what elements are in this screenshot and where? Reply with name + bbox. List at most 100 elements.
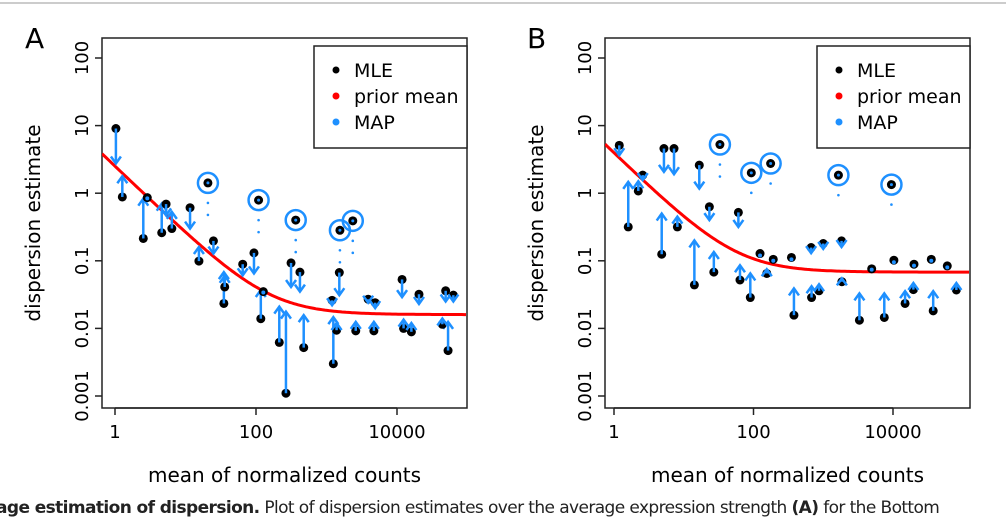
prior-mean-curve — [102, 152, 466, 317]
arrow-head — [835, 276, 848, 287]
arrow-head — [412, 296, 425, 307]
legend-label: prior mean — [857, 86, 962, 108]
y-tick-label: 0.1 — [575, 246, 596, 275]
y-tick-label: 0.01 — [575, 308, 596, 348]
shrinkage-dot — [351, 239, 355, 243]
arrow-head — [899, 289, 912, 299]
arrow-head — [330, 320, 343, 331]
arrow-head — [878, 291, 891, 302]
shrinkage-dot — [206, 213, 210, 217]
y-axis-label: dispersion estimate — [524, 124, 548, 321]
shrinkage-dot — [338, 248, 342, 252]
shrinkage-dot — [750, 191, 753, 195]
shrinkage-dot — [294, 238, 298, 242]
outlier-ring — [740, 161, 763, 185]
map-point — [769, 162, 773, 166]
arrow-head — [817, 241, 830, 252]
arrow-head — [733, 263, 746, 273]
map-point — [206, 181, 210, 185]
shrinkage-dot — [206, 201, 210, 205]
arrow-head — [192, 244, 205, 255]
shrinkage-dot — [718, 175, 722, 178]
arrow-head — [693, 180, 706, 191]
mle-point — [889, 255, 899, 265]
caption-text-2: for the Bottom — [818, 498, 940, 518]
y-tick-label: 0.001 — [72, 370, 93, 422]
map-point — [911, 263, 916, 268]
arrow-head — [247, 265, 260, 276]
map-point — [889, 183, 893, 187]
arrow-head — [285, 279, 298, 290]
y-tick-label: 0.1 — [72, 246, 93, 275]
map-point — [836, 173, 840, 177]
y-tick-label: 1 — [575, 187, 596, 198]
outlier-ring — [284, 208, 307, 232]
plot-area — [102, 123, 466, 398]
arrow-head — [805, 245, 818, 256]
arrow-head — [116, 174, 129, 184]
shrinkage-dot — [890, 203, 893, 206]
caption-bold-2: (A) — [791, 498, 820, 518]
arrow-head — [927, 289, 940, 299]
map-point — [929, 258, 934, 263]
map-point — [338, 228, 342, 232]
map-point — [945, 265, 950, 270]
panel-label: B — [527, 22, 546, 55]
arrow-head — [787, 286, 800, 297]
arrow-head — [333, 287, 346, 298]
arrow-head — [273, 304, 286, 315]
arrow-head — [744, 271, 757, 282]
arrow-head — [671, 214, 684, 225]
y-tick-label: 100 — [72, 41, 93, 75]
panel-b: B 100 10 1 0.1 0.01 0.001 1 100 10000 mean of norm… — [524, 22, 971, 487]
arrow-head — [109, 155, 122, 166]
arrow-head — [636, 172, 649, 183]
plot-area — [605, 133, 969, 325]
arrow-head — [447, 293, 460, 304]
x-tick-label: 10000 — [864, 422, 921, 443]
arrow-head — [405, 320, 418, 331]
y-tick-label: 100 — [575, 41, 596, 75]
outlier-ring — [341, 209, 365, 233]
map-point — [718, 143, 722, 147]
y-tick-label: 0.001 — [575, 370, 596, 422]
legend-label: MAP — [354, 112, 395, 134]
shrinkage-dot — [338, 260, 342, 264]
x-axis-label: mean of normalized counts — [651, 463, 924, 487]
arrow-head — [732, 219, 745, 230]
arrow-head — [397, 317, 410, 328]
arrow-head — [760, 267, 773, 277]
shrinkage-dot — [351, 251, 355, 255]
arrow-head — [613, 147, 626, 158]
shrinkage-dot — [837, 193, 840, 197]
arrow-head — [707, 249, 720, 260]
shrinkage-dot — [718, 163, 722, 166]
arrow-head — [369, 300, 382, 311]
shrinkage-dot — [769, 182, 772, 185]
outlier-ring — [827, 163, 850, 187]
y-axis-label: dispersion estimate — [21, 124, 45, 321]
map-point — [869, 267, 874, 272]
legend-marker — [835, 92, 843, 100]
x-tick-label: 1 — [608, 422, 619, 443]
panel-a: A 100 10 1 0.1 0.01 0.001 1 100 10000 mean of norm… — [21, 22, 468, 487]
map-point — [789, 257, 794, 262]
legend-marker — [835, 118, 843, 126]
arrow-head — [667, 166, 681, 177]
legend-marker — [332, 118, 340, 126]
y-tick-label: 0.01 — [72, 308, 93, 348]
caption-text: Plot of dispersion estimates over the av… — [259, 498, 792, 518]
y-tick-label: 10 — [575, 114, 596, 137]
legend-label: MAP — [857, 112, 898, 134]
shrinkage-dot — [257, 218, 260, 222]
arrow-head — [396, 289, 409, 300]
map-point — [891, 260, 896, 265]
caption-bold: age estimation of dispersion. — [0, 498, 260, 518]
arrow-head — [217, 269, 230, 280]
figure-caption: age estimation of dispersion. Plot of di… — [0, 498, 940, 518]
arrow-head — [184, 220, 197, 231]
shrinkage-dot — [257, 230, 260, 234]
map-point — [145, 196, 150, 201]
arrow-head — [367, 319, 380, 330]
